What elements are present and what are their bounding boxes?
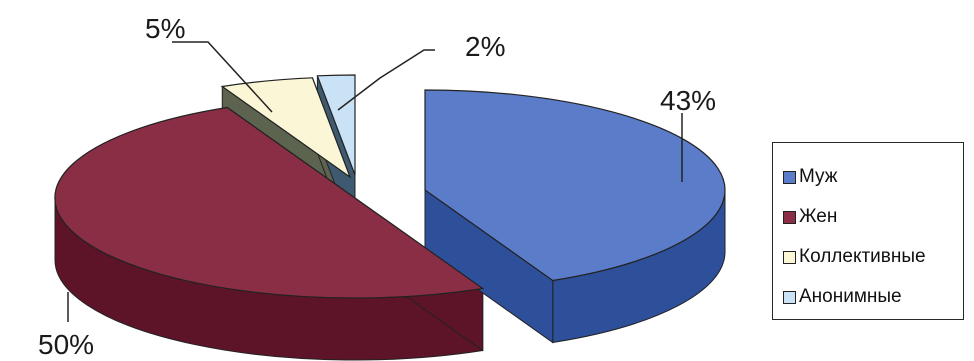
legend-swatch-zhen [783, 210, 796, 224]
legend-swatch-muzh [783, 170, 796, 184]
data-label-anonimnye: 2% [465, 31, 505, 62]
legend-swatch-kollektivnye [783, 250, 796, 264]
legend-swatch-anonimnye [783, 290, 796, 304]
data-label-muzh: 43% [660, 85, 716, 116]
legend-item: Анонимные [783, 277, 963, 317]
leader-line-kollektivnye [172, 41, 273, 113]
legend-item: Муж [783, 157, 963, 197]
legend-label: Коллективные [799, 246, 926, 267]
pie-slice-muzh [424, 89, 726, 282]
data-label-zhen: 50% [38, 329, 94, 360]
legend-label: Анонимные [799, 286, 902, 307]
pie-slice-kollektivnye [220, 77, 352, 179]
legend-item: Жен [783, 197, 963, 237]
legend-label: Жен [799, 206, 838, 227]
legend-item: Коллективные [783, 237, 963, 277]
pie-slice-anonimnye [316, 74, 356, 176]
pie-slice-zhen [54, 106, 485, 299]
leader-line-anonimnye [337, 49, 435, 111]
legend-label: Муж [799, 166, 838, 187]
data-label-kollektivnye: 5% [145, 13, 185, 44]
legend: Муж Жен Коллективные Анонимные [772, 142, 964, 320]
